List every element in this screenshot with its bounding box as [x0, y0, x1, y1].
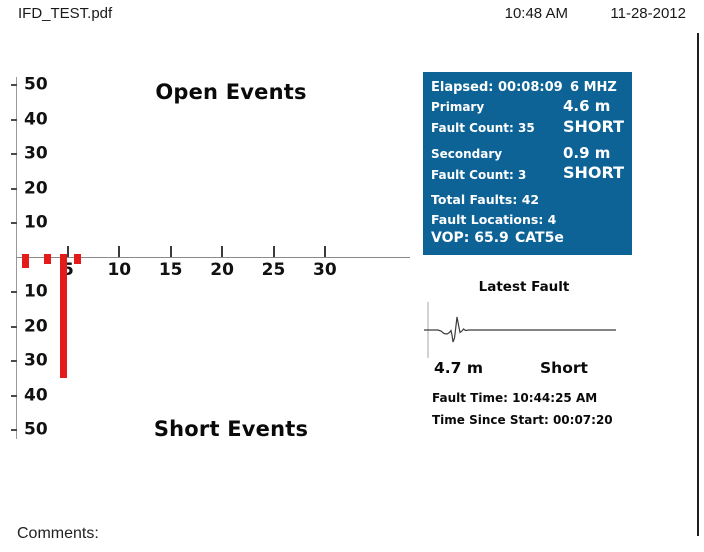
header-date: 11-28-2012: [610, 5, 686, 22]
x-tick-label: 20: [210, 260, 234, 280]
vop-value: VOP: 65.9: [431, 230, 509, 246]
primary-distance: 4.6 m: [563, 97, 611, 115]
fault-status-panel: Elapsed: 00:08:09 6 MHZ Primary Fault Co…: [423, 72, 632, 255]
chart-y-axis-line: [16, 77, 17, 439]
document-filename: IFD_TEST.pdf: [18, 5, 113, 22]
y-tick-label: 20: [24, 178, 48, 199]
x-tick-label: 10: [107, 260, 132, 280]
y-tick: [11, 187, 17, 190]
y-tick: [11, 291, 17, 293]
latest-fault-title: Latest Fault: [478, 279, 570, 295]
secondary-label: Secondary: [431, 147, 503, 161]
x-tick: [118, 246, 121, 257]
y-tick: [11, 118, 17, 121]
y-tick: [11, 153, 17, 155]
elapsed-value: Elapsed: 00:08:09: [431, 80, 563, 95]
x-tick: [66, 246, 69, 257]
fault-bar: [43, 253, 51, 265]
y-tick: [11, 394, 17, 397]
y-tick-label: 30: [24, 143, 48, 164]
chart-title-short-events: Short Events: [153, 417, 309, 441]
y-tick-label: 20: [24, 316, 48, 337]
fault-bar: [73, 253, 81, 265]
x-tick-label: 25: [261, 260, 286, 280]
fault-bar: [60, 253, 68, 379]
x-tick: [169, 246, 172, 257]
primary-fault-type: SHORT: [563, 117, 625, 136]
x-tick-label: 30: [313, 260, 337, 280]
total-faults: Total Faults: 42: [431, 192, 540, 207]
y-tick-label: 40: [24, 109, 48, 130]
primary-fault-count: Fault Count: 35: [431, 121, 535, 135]
y-tick: [11, 429, 17, 431]
page-right-border: [697, 33, 699, 536]
latest-fault-time: Fault Time: 10:44:25 AM: [432, 391, 598, 405]
secondary-fault-type: SHORT: [563, 163, 625, 182]
y-tick-label: 50: [24, 74, 48, 95]
fault-bar: [22, 253, 30, 268]
y-tick-label: 50: [24, 419, 48, 440]
primary-label: Primary: [431, 100, 485, 114]
x-tick-label: 5: [61, 260, 74, 280]
secondary-distance: 0.9 m: [563, 144, 611, 162]
y-tick-label: 10: [24, 281, 48, 302]
y-tick: [11, 360, 17, 362]
frequency-value: 6 MHZ: [570, 80, 617, 95]
y-tick-label: 30: [24, 350, 48, 371]
fault-waveform-icon: [424, 302, 616, 358]
chart-title-open-events: Open Events: [155, 80, 307, 104]
x-tick: [272, 246, 275, 257]
y-tick-label: 10: [24, 212, 48, 233]
fault-locations: Fault Locations: 4: [431, 212, 557, 227]
chart-x-axis-line: [16, 257, 410, 258]
y-tick: [11, 325, 17, 328]
y-tick: [11, 222, 17, 224]
x-tick: [323, 246, 326, 257]
x-tick-label: 15: [158, 260, 183, 280]
comments-label: Comments:: [17, 525, 99, 542]
x-tick: [221, 246, 224, 257]
secondary-fault-count: Fault Count: 3: [431, 168, 527, 182]
latest-fault-type: Short: [540, 359, 588, 377]
time-since-start: Time Since Start: 00:07:20: [432, 413, 613, 427]
cable-type: CAT5e: [515, 230, 564, 246]
y-tick: [11, 84, 17, 86]
y-tick-label: 40: [24, 385, 48, 406]
latest-fault-distance: 4.7 m: [434, 359, 484, 377]
header-time: 10:48 AM: [504, 5, 568, 22]
